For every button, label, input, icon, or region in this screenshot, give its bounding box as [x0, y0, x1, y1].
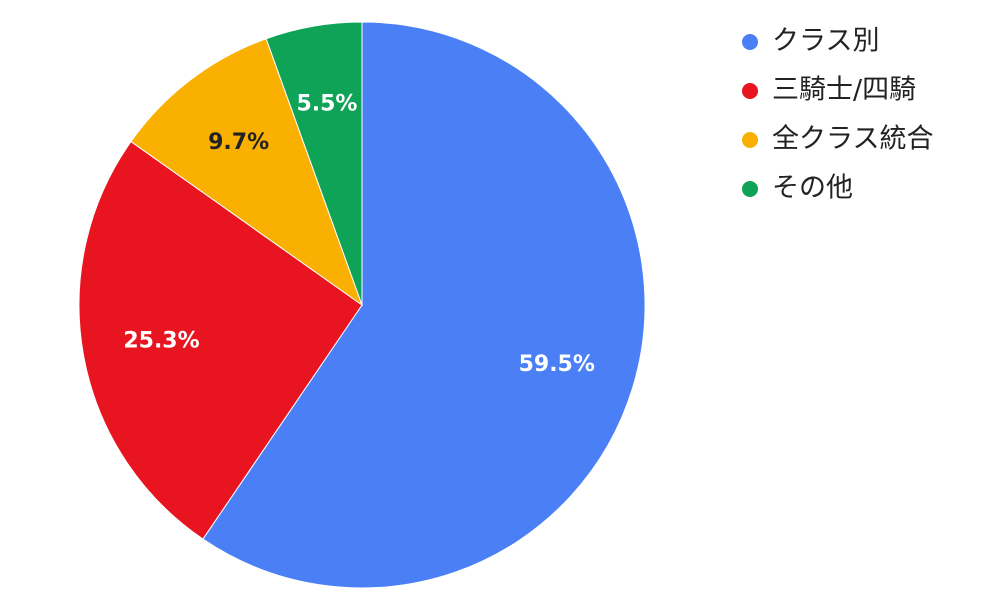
legend-marker	[742, 132, 758, 148]
pie-slice	[130, 38, 364, 307]
legend-marker	[742, 34, 758, 50]
legend-label: クラス別	[772, 26, 879, 57]
value-label: 25.3%	[123, 328, 199, 353]
legend-marker	[742, 181, 758, 197]
legend-label: 三騎士/四騎	[772, 75, 916, 106]
legend-label: 全クラス統合	[772, 124, 933, 155]
pie-slice	[202, 21, 646, 589]
value-label: 5.5%	[296, 91, 357, 116]
pie-slice	[265, 21, 363, 306]
value-label: 59.5%	[519, 352, 595, 377]
pie-slice	[78, 140, 363, 540]
legend-marker	[742, 83, 758, 99]
value-label: 9.7%	[208, 130, 269, 155]
legend-label: その他	[772, 173, 853, 204]
